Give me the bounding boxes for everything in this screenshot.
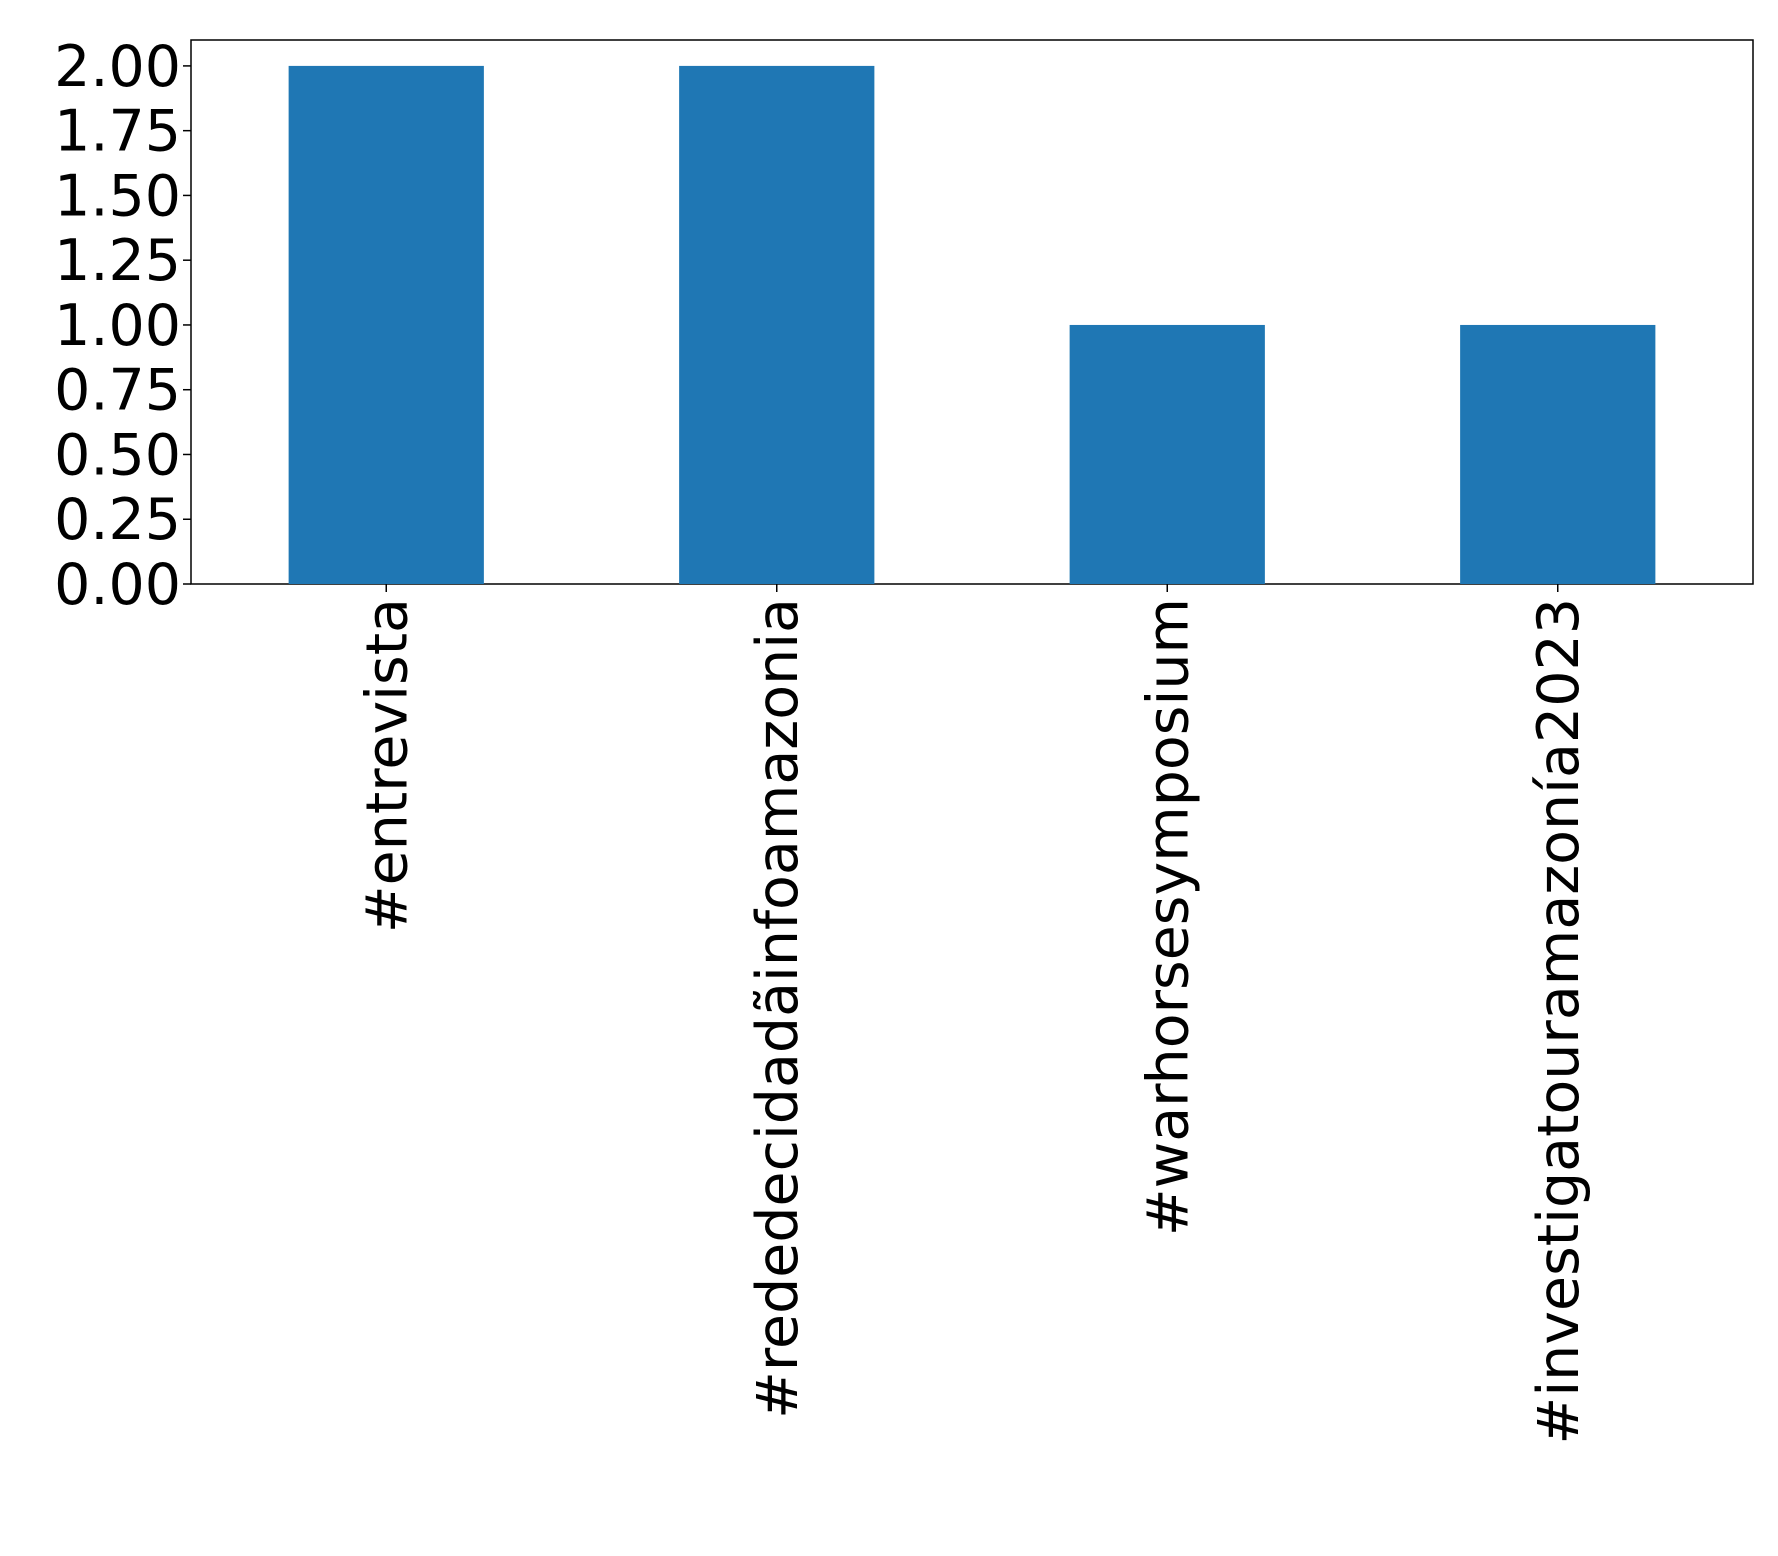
x-tick-label: #warhorsesymposium <box>1135 598 1201 1236</box>
plot-frame <box>190 39 1754 585</box>
y-tick-label: 1.50 <box>54 163 181 229</box>
y-tick-label: 1.75 <box>54 99 181 165</box>
y-tick-label: 1.00 <box>54 293 181 359</box>
bar <box>288 65 484 584</box>
bar <box>1069 324 1265 584</box>
y-tick-label: 0.00 <box>54 552 181 618</box>
y-tick-label: 0.25 <box>54 487 181 553</box>
bar <box>1460 324 1656 584</box>
bar <box>679 65 875 584</box>
y-tick-label: 0.50 <box>54 422 181 488</box>
y-tick-label: 1.25 <box>54 228 181 294</box>
x-tick-label: #entrevista <box>354 598 420 933</box>
x-tick-label: #rededecidadãinfoamazonia <box>745 598 811 1419</box>
y-tick-label: 2.00 <box>54 34 181 100</box>
x-tick-label: #investigatouramazonía2023 <box>1526 598 1592 1444</box>
y-tick-label: 0.75 <box>54 358 181 424</box>
